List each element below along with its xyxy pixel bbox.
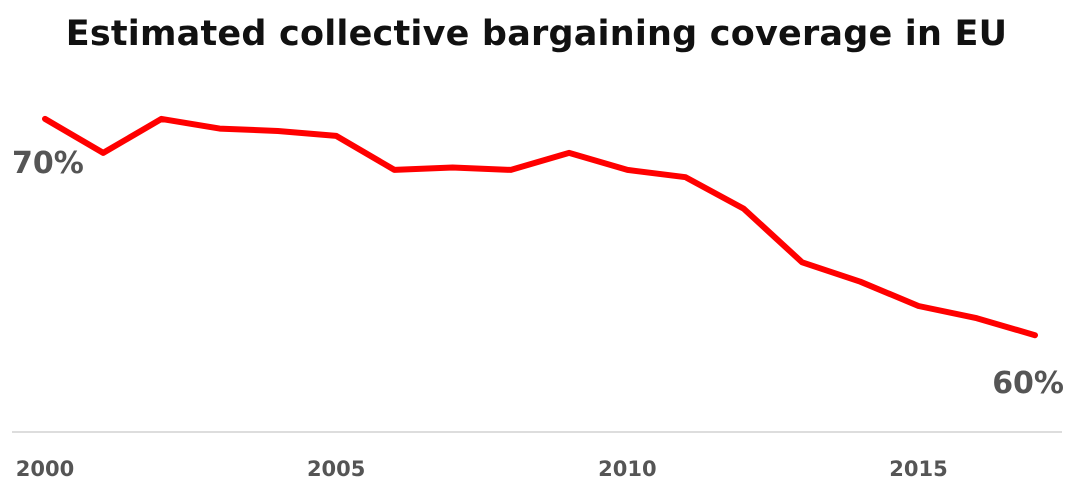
- series-group: [42, 115, 1038, 339]
- x-tick-label-2010: 2010: [598, 457, 656, 481]
- annotation-label-1: 60%: [992, 366, 1064, 401]
- annotation-label-0: 70%: [12, 146, 84, 181]
- annotation-labels: 70% 60%: [12, 146, 1064, 401]
- chart-title: Estimated collective bargaining coverage…: [65, 14, 1008, 54]
- x-tick-label-2000: 2000: [16, 457, 74, 481]
- x-axis-ticks: 2000 2005 2010 2015: [16, 457, 948, 481]
- series-line-0: [42, 115, 1038, 339]
- x-tick-label-2005: 2005: [307, 457, 365, 481]
- x-tick-label-2015: 2015: [889, 457, 947, 481]
